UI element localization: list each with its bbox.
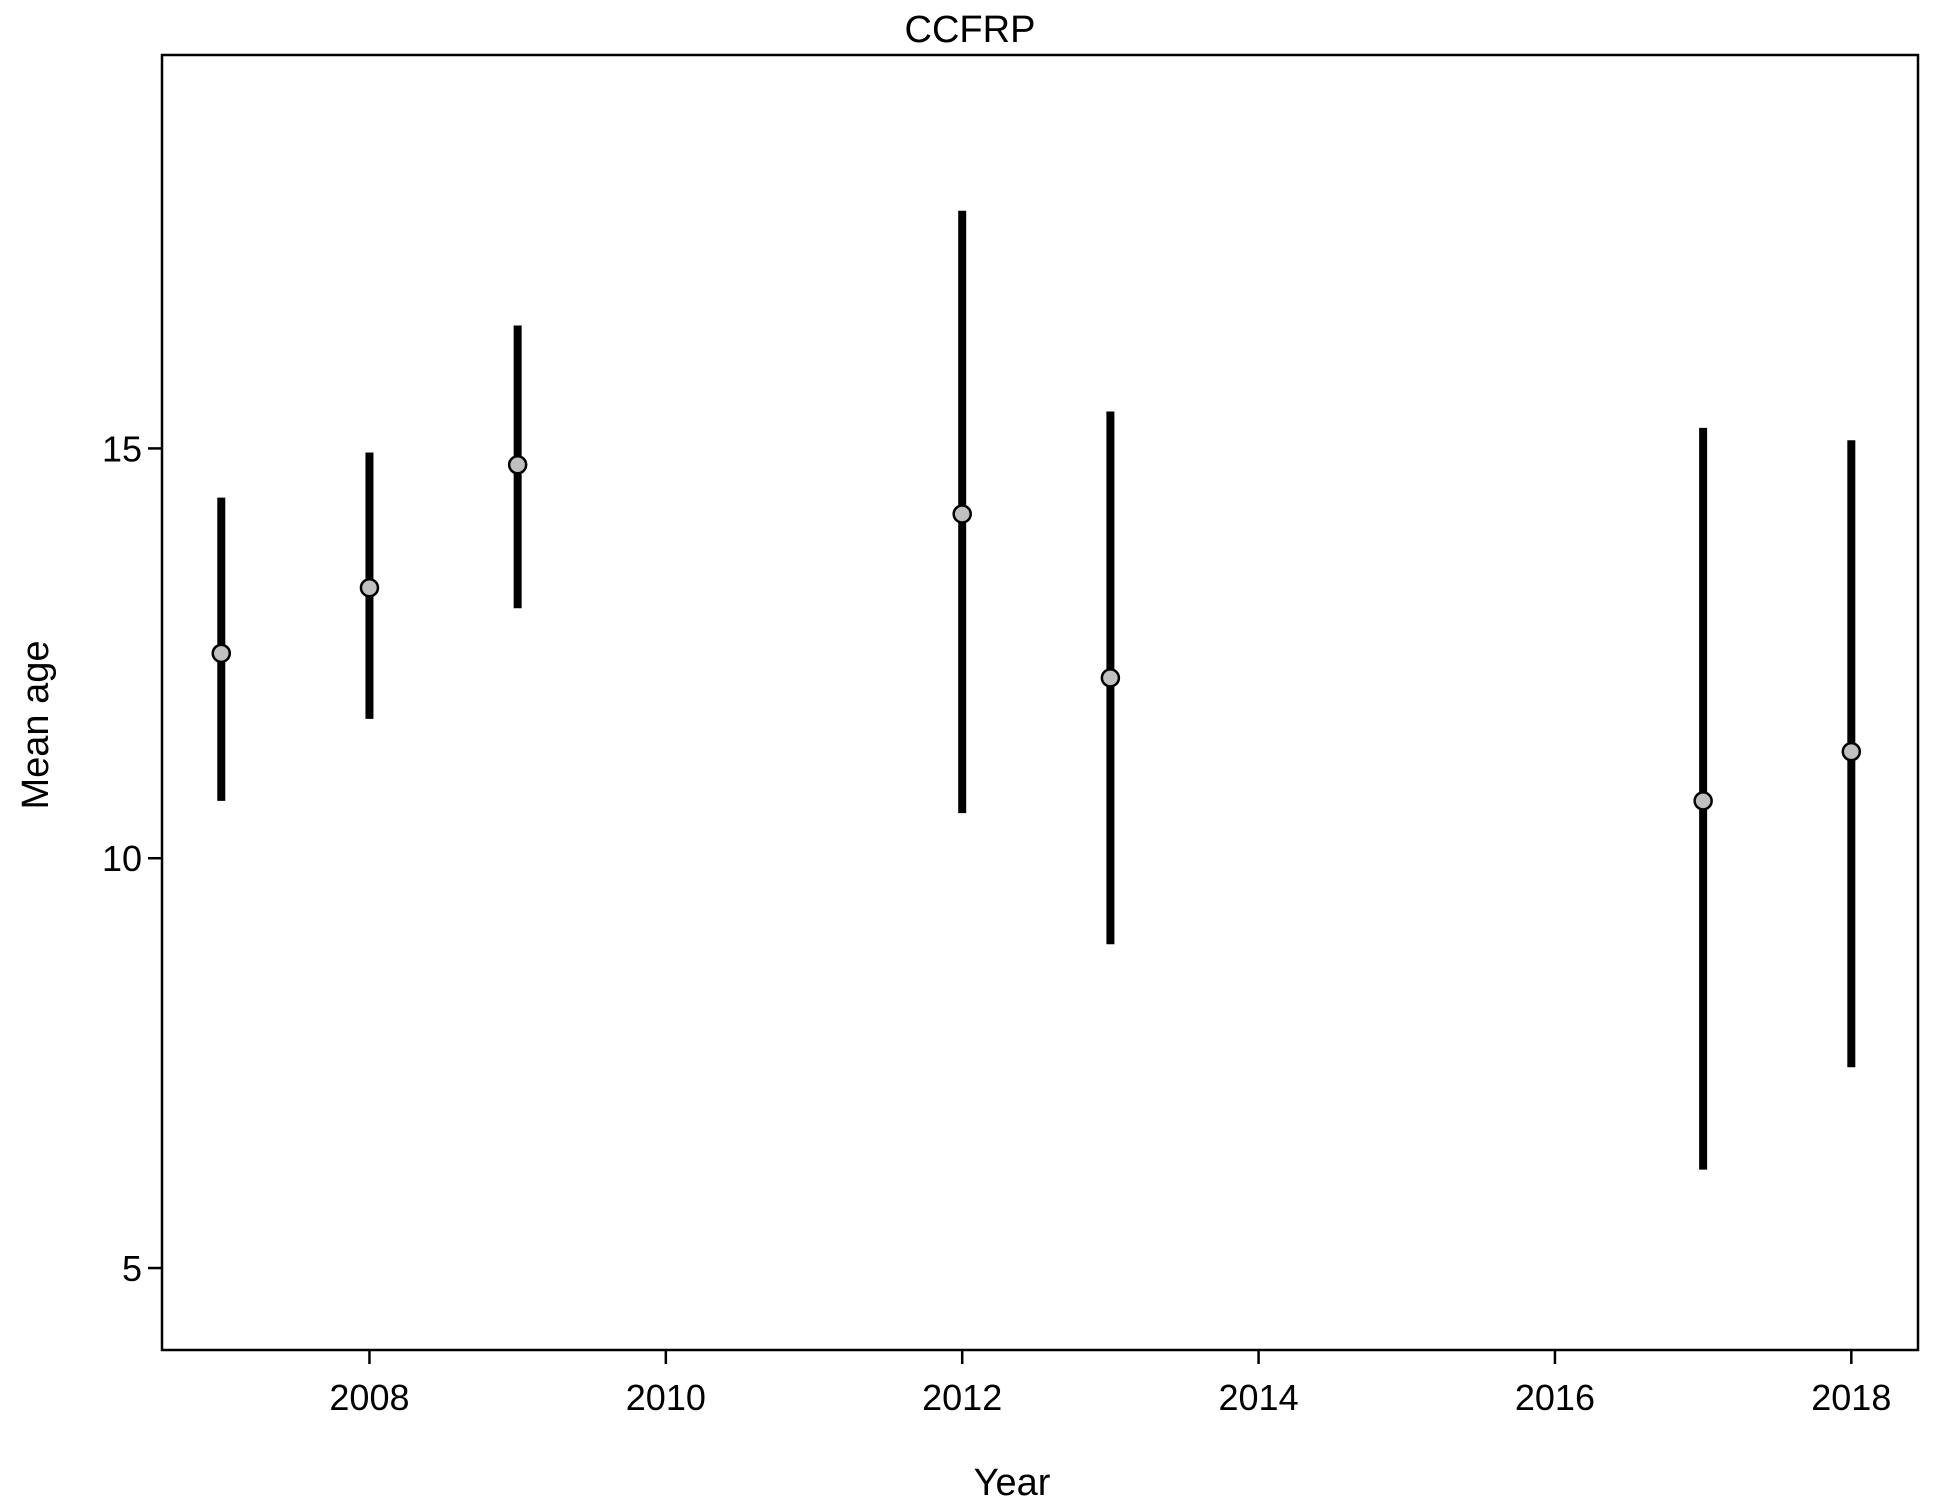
y-tick-label: 15 (102, 428, 142, 469)
x-axis-label: Year (974, 1462, 1051, 1500)
data-point (1100, 668, 1121, 688)
x-tick-label: 2008 (329, 1377, 409, 1418)
chart-title: CCFRP (905, 9, 1036, 51)
data-point (211, 643, 232, 664)
plot-frame (160, 53, 1920, 1352)
data-point (952, 504, 972, 524)
x-tick-label: 2010 (626, 1377, 706, 1418)
x-tick-label: 2012 (922, 1377, 1002, 1418)
y-tick-label: 5 (122, 1248, 142, 1289)
axes: 2008 2010 2012 2014 2016 2018 5 10 15 (102, 53, 1920, 1418)
marks (211, 210, 1862, 1170)
data-point (507, 455, 528, 475)
data-point (359, 578, 380, 598)
data-point (1693, 791, 1713, 811)
y-tick-label: 10 (102, 838, 142, 879)
x-tick-label: 2016 (1515, 1377, 1595, 1418)
x-tick-label: 2018 (1811, 1377, 1891, 1418)
x-tick-label: 2014 (1219, 1377, 1299, 1418)
data-point (1841, 741, 1862, 762)
y-axis-label: Mean age (15, 640, 57, 809)
